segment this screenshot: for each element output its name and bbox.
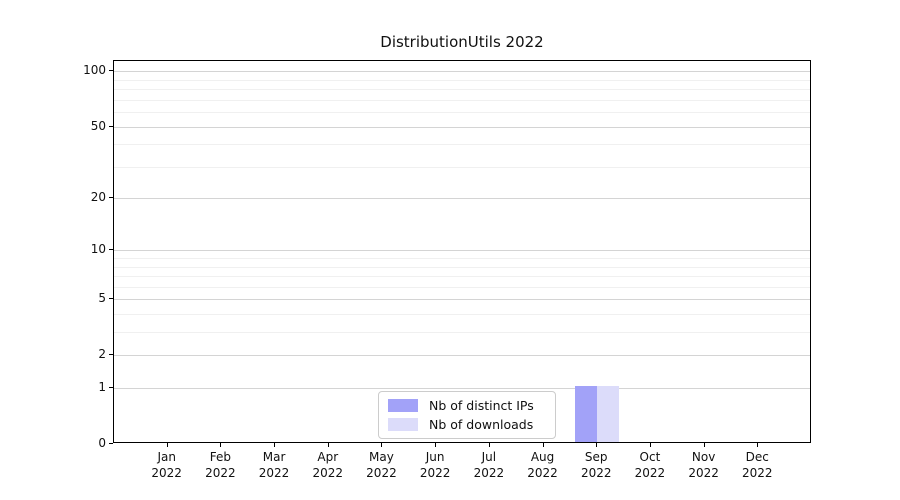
- y-gridline-major: [114, 126, 810, 128]
- x-tick-month: Jan: [157, 450, 176, 464]
- chart-title: DistributionUtils 2022: [380, 33, 544, 51]
- y-gridline-minor: [114, 332, 810, 334]
- x-tick-mark: [274, 443, 276, 447]
- x-tick-mark: [327, 443, 329, 447]
- x-tick-mark: [757, 443, 759, 447]
- x-tick-year: 2022: [258, 466, 290, 480]
- y-tick-mark: [109, 125, 113, 127]
- y-tick-mark: [109, 354, 113, 356]
- x-tick-month: Apr: [317, 450, 339, 464]
- x-tick-year: 2022: [473, 466, 505, 480]
- y-tick-label: 20: [90, 190, 106, 205]
- y-gridline-major: [114, 250, 810, 252]
- legend: Nb of distinct IPs Nb of downloads: [378, 391, 556, 439]
- x-tick-month: Jun: [425, 450, 445, 464]
- x-tick-month: Dec: [745, 450, 769, 464]
- y-tick-mark: [109, 249, 113, 251]
- x-tick-month: Oct: [639, 450, 661, 464]
- x-tick-label: Nov 2022: [676, 449, 732, 481]
- x-tick-mark: [649, 443, 651, 447]
- y-gridline-minor: [114, 258, 810, 260]
- x-tick-month: Mar: [262, 450, 286, 464]
- y-tick-label: 100: [83, 63, 106, 78]
- x-tick-month: Aug: [530, 450, 555, 464]
- y-tick-label: 2: [98, 347, 106, 362]
- x-tick-mark: [220, 443, 222, 447]
- y-gridline-major: [114, 355, 810, 357]
- x-tick-month: Feb: [209, 450, 231, 464]
- x-tick-month: Nov: [691, 450, 716, 464]
- x-tick-year: 2022: [151, 466, 182, 480]
- x-tick-year: 2022: [366, 466, 397, 480]
- x-tick-label: Sep 2022: [568, 449, 624, 481]
- legend-label: Nb of distinct IPs: [429, 398, 534, 413]
- x-tick-month: May: [369, 450, 394, 464]
- x-tick-year: 2022: [742, 466, 773, 480]
- y-tick-mark: [109, 387, 113, 389]
- x-tick-mark: [435, 443, 437, 447]
- bar-nb-of-distinct-ips: [575, 386, 598, 442]
- x-tick-label: Jul 2022: [461, 449, 517, 481]
- y-gridline-minor: [114, 89, 810, 91]
- x-tick-year: 2022: [527, 466, 558, 480]
- x-tick-label: Jun 2022: [407, 449, 463, 481]
- x-tick-label: Aug 2022: [515, 449, 571, 481]
- x-tick-year: 2022: [580, 466, 612, 480]
- x-tick-month: Sep: [584, 450, 608, 464]
- y-gridline-minor: [114, 112, 810, 114]
- y-gridline-major: [114, 388, 810, 390]
- legend-item: Nb of distinct IPs: [388, 396, 546, 415]
- x-tick-label: Apr 2022: [300, 449, 356, 481]
- y-tick-label: 50: [90, 118, 106, 133]
- x-tick-year: 2022: [205, 466, 236, 480]
- legend-label: Nb of downloads: [429, 417, 534, 432]
- x-tick-mark: [542, 443, 544, 447]
- bar-nb-of-downloads: [597, 386, 620, 442]
- x-tick-year: 2022: [419, 466, 451, 480]
- y-tick-mark: [109, 298, 113, 300]
- y-gridline-major: [114, 198, 810, 200]
- y-gridline-major: [114, 71, 810, 73]
- x-tick-mark: [596, 443, 598, 447]
- x-tick-mark: [166, 443, 168, 447]
- y-gridline-minor: [114, 144, 810, 146]
- x-tick-mark: [703, 443, 705, 447]
- y-gridline-minor: [114, 79, 810, 81]
- legend-swatch: [388, 418, 418, 431]
- y-gridline-minor: [114, 166, 810, 168]
- x-tick-mark: [381, 443, 383, 447]
- y-tick-mark: [109, 443, 113, 444]
- legend-swatch: [388, 399, 418, 412]
- y-tick-label: 5: [98, 291, 106, 306]
- x-tick-month: Jul: [481, 450, 497, 464]
- x-tick-mark: [488, 443, 490, 447]
- x-tick-year: 2022: [312, 466, 344, 480]
- plot-area: Nb of distinct IPs Nb of downloads: [113, 60, 811, 443]
- y-tick-label: 1: [98, 380, 106, 395]
- legend-item: Nb of downloads: [388, 415, 546, 434]
- x-tick-label: Oct 2022: [622, 449, 678, 481]
- x-tick-label: Feb 2022: [192, 449, 248, 481]
- y-tick-label: 10: [90, 242, 106, 257]
- y-tick-mark: [109, 197, 113, 199]
- x-tick-year: 2022: [634, 466, 666, 480]
- x-tick-label: May 2022: [353, 449, 409, 481]
- x-tick-year: 2022: [688, 466, 719, 480]
- y-gridline-major: [114, 299, 810, 301]
- y-tick-label: 0: [98, 436, 106, 450]
- y-gridline-minor: [114, 276, 810, 278]
- x-tick-label: Mar 2022: [246, 449, 302, 481]
- y-tick-mark: [109, 70, 113, 72]
- y-gridline-minor: [114, 99, 810, 101]
- x-tick-label: Dec 2022: [729, 449, 785, 481]
- y-gridline-minor: [114, 266, 810, 268]
- x-tick-label: Jan 2022: [139, 449, 195, 481]
- y-gridline-minor: [114, 314, 810, 316]
- y-gridline-minor: [114, 286, 810, 288]
